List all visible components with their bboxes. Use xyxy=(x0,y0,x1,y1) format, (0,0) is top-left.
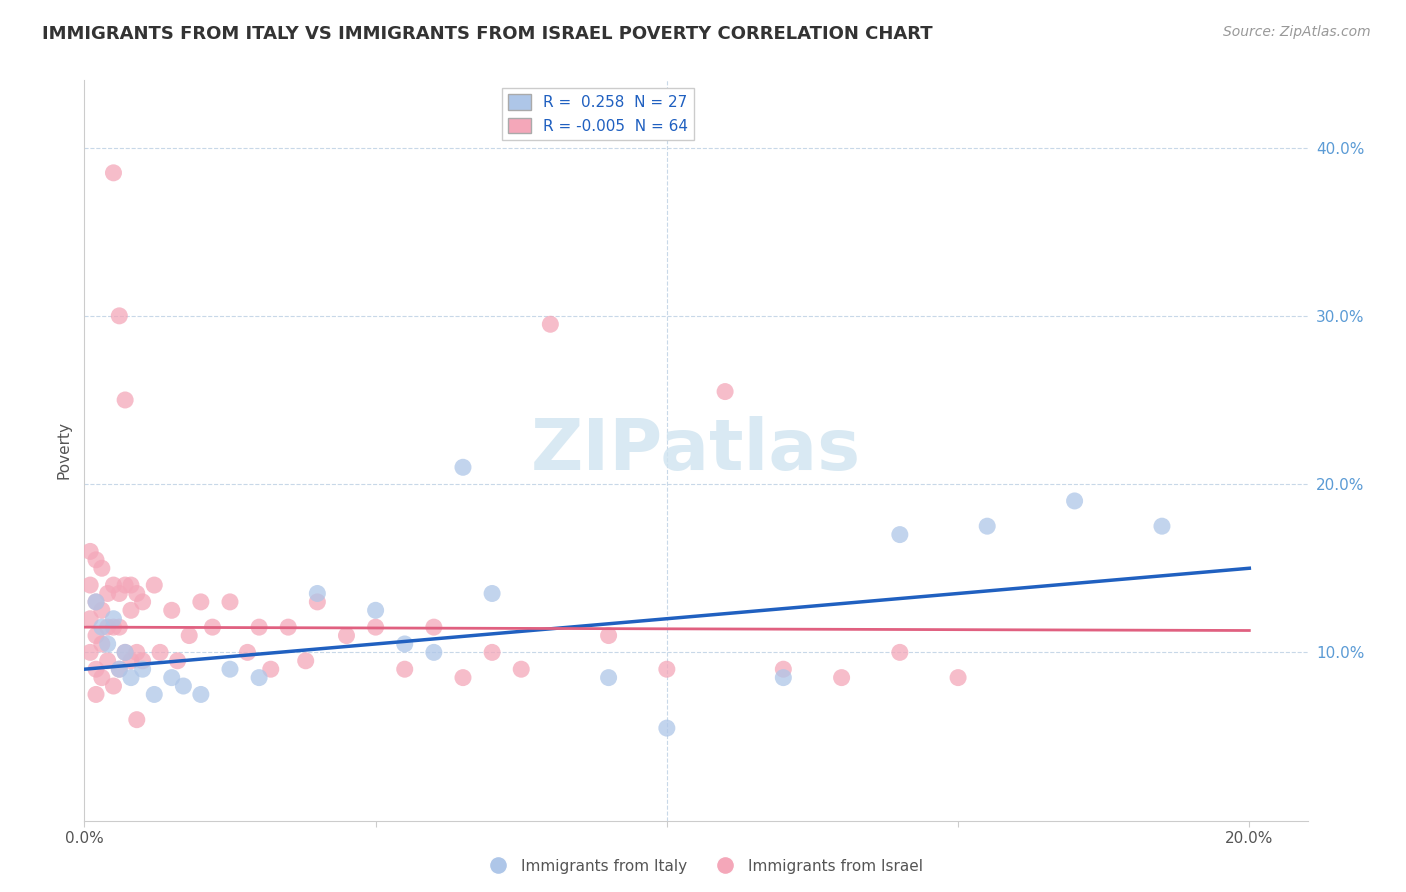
Point xyxy=(364,603,387,617)
Point xyxy=(79,612,101,626)
Point xyxy=(236,645,259,659)
Point xyxy=(120,654,142,668)
Point xyxy=(103,612,125,626)
Point xyxy=(84,662,107,676)
Point xyxy=(423,645,446,659)
Point xyxy=(79,578,101,592)
Point xyxy=(247,620,270,634)
Point xyxy=(394,637,416,651)
Point xyxy=(143,688,166,702)
Point xyxy=(103,679,125,693)
Point xyxy=(219,595,242,609)
Point xyxy=(131,654,153,668)
Point xyxy=(1063,494,1085,508)
Point xyxy=(364,620,387,634)
Point xyxy=(160,603,183,617)
Point xyxy=(97,620,120,634)
Y-axis label: Poverty: Poverty xyxy=(56,421,72,480)
Text: Source: ZipAtlas.com: Source: ZipAtlas.com xyxy=(1223,25,1371,39)
Point xyxy=(166,654,188,668)
Point xyxy=(260,662,283,676)
Point xyxy=(114,578,136,592)
Point xyxy=(149,645,172,659)
Point xyxy=(90,620,112,634)
Point xyxy=(143,578,166,592)
Point xyxy=(131,662,153,676)
Point xyxy=(103,620,125,634)
Point xyxy=(772,662,794,676)
Point xyxy=(120,578,142,592)
Point xyxy=(190,595,212,609)
Point xyxy=(277,620,299,634)
Point xyxy=(114,645,136,659)
Point xyxy=(90,637,112,651)
Point xyxy=(97,586,120,600)
Point xyxy=(481,586,503,600)
Point xyxy=(84,688,107,702)
Point xyxy=(120,671,142,685)
Point xyxy=(598,671,620,685)
Point xyxy=(247,671,270,685)
Point xyxy=(510,662,533,676)
Point xyxy=(97,654,120,668)
Point xyxy=(84,628,107,642)
Point xyxy=(394,662,416,676)
Legend: R =  0.258  N = 27, R = -0.005  N = 64: R = 0.258 N = 27, R = -0.005 N = 64 xyxy=(502,88,695,140)
Point xyxy=(108,662,131,676)
Point xyxy=(90,671,112,685)
Point xyxy=(190,688,212,702)
Point xyxy=(79,645,101,659)
Point xyxy=(1150,519,1173,533)
Point xyxy=(201,620,224,634)
Point xyxy=(108,620,131,634)
Point xyxy=(598,628,620,642)
Point xyxy=(889,527,911,541)
Point xyxy=(125,586,148,600)
Point xyxy=(103,578,125,592)
Point xyxy=(79,544,101,558)
Point xyxy=(90,561,112,575)
Point xyxy=(772,671,794,685)
Point xyxy=(84,553,107,567)
Point xyxy=(335,628,357,642)
Point xyxy=(108,309,131,323)
Point xyxy=(108,586,131,600)
Point xyxy=(538,318,561,332)
Point xyxy=(655,662,678,676)
Point xyxy=(114,645,136,659)
Point xyxy=(114,392,136,407)
Point xyxy=(889,645,911,659)
Text: IMMIGRANTS FROM ITALY VS IMMIGRANTS FROM ISRAEL POVERTY CORRELATION CHART: IMMIGRANTS FROM ITALY VS IMMIGRANTS FROM… xyxy=(42,25,932,43)
Legend: Immigrants from Italy, Immigrants from Israel: Immigrants from Italy, Immigrants from I… xyxy=(477,853,929,880)
Point xyxy=(160,671,183,685)
Point xyxy=(976,519,998,533)
Point xyxy=(131,595,153,609)
Point xyxy=(946,671,969,685)
Point xyxy=(219,662,242,676)
Point xyxy=(481,645,503,659)
Point xyxy=(294,654,316,668)
Point xyxy=(307,586,329,600)
Point xyxy=(655,721,678,735)
Point xyxy=(90,603,112,617)
Point xyxy=(84,595,107,609)
Point xyxy=(125,645,148,659)
Point xyxy=(179,628,201,642)
Point xyxy=(451,671,474,685)
Point xyxy=(831,671,853,685)
Point xyxy=(451,460,474,475)
Point xyxy=(97,637,120,651)
Point xyxy=(172,679,194,693)
Text: ZIPatlas: ZIPatlas xyxy=(531,416,860,485)
Point xyxy=(84,595,107,609)
Point xyxy=(307,595,329,609)
Point xyxy=(108,662,131,676)
Point xyxy=(714,384,737,399)
Point xyxy=(103,166,125,180)
Point xyxy=(423,620,446,634)
Point xyxy=(125,713,148,727)
Point xyxy=(120,603,142,617)
